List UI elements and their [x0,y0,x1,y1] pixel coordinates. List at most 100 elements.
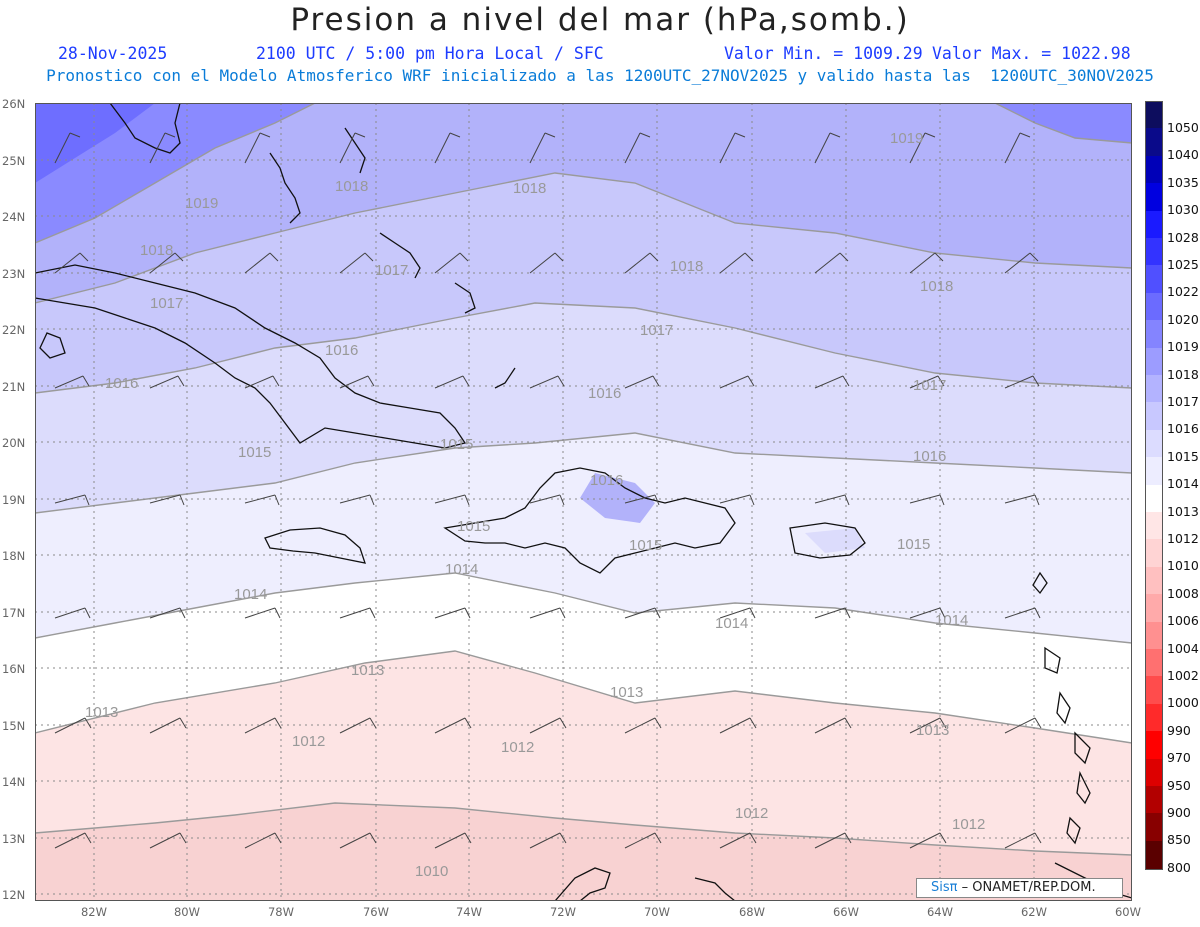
colorbar-label: 1025 [1167,257,1199,272]
lon-label: 78W [267,905,295,919]
colorbar-label: 1020 [1167,311,1199,327]
credit-brand: Sisπ [931,880,958,895]
colorbar-swatch [1145,649,1163,677]
colorbar-label: 990 [1167,722,1191,738]
colorbar-swatch [1145,375,1163,403]
lat-label: 12N [2,888,26,902]
colorbar-label: 1030 [1167,202,1199,218]
colorbar-label: 1015 [1167,448,1199,464]
contour-label: 1015 [238,444,271,461]
colorbar-label: 1035 [1167,174,1199,190]
colorbar-label: 1006 [1167,613,1199,629]
colorbar-swatch [1145,320,1163,349]
colorbar-label: 1010 [1167,558,1199,574]
colorbar-label: 970 [1167,750,1191,766]
lat-label: 24N [2,210,26,224]
colorbar-label: 850 [1167,832,1191,848]
lat-label: 18N [2,549,26,563]
contour-label: 1019 [890,130,923,147]
colorbar-swatch [1145,676,1163,705]
colorbar-label: 1013 [1167,503,1199,519]
contour-label: 1018 [920,278,953,295]
colorbar-label: 1019 [1167,339,1199,355]
contour-label: 1015 [440,436,473,453]
colorbar-label: 950 [1167,777,1191,793]
contour-label: 1016 [105,375,138,392]
forecast-date: 28-Nov-2025 [58,44,168,63]
colorbar-swatch [1145,429,1163,458]
max-value: Valor Max. = 1022.98 [932,44,1131,63]
colorbar-swatch [1145,594,1163,623]
pressure-map: 1019 1019 1018 1018 1018 1018 1018 1017 … [35,103,1132,901]
contour-label: 1015 [457,518,490,535]
lat-label: 25N [2,154,26,168]
wind-barbs [54,132,1042,849]
lat-label: 16N [2,662,26,676]
colorbar-label: 1000 [1167,695,1199,711]
lat-label: 17N [2,606,26,620]
contour-label: 1013 [85,704,118,721]
colorbar-swatch [1145,813,1163,842]
colorbar-swatch [1145,155,1163,184]
coastlines [35,103,1132,901]
contour-label: 1015 [629,537,662,554]
colorbar-label: 1050 [1167,120,1199,135]
colorbar-label: 1012 [1167,531,1199,546]
contour-label: 1019 [185,195,218,212]
lon-label: 74W [455,905,483,919]
colorbar-label: 1040 [1167,147,1199,163]
model-description: Pronostico con el Modelo Atmosferico WRF… [46,66,1154,85]
colorbar-swatch [1145,703,1163,732]
colorbar-swatch [1145,731,1163,760]
contour-label: 1012 [952,816,985,833]
contour-label: 1016 [325,342,358,359]
colorbar-label: 1016 [1167,421,1199,437]
lon-label: 68W [738,905,766,919]
contour-label: 1018 [335,178,368,195]
colorbar-swatch [1145,758,1163,787]
lat-label: 26N [2,97,26,111]
colorbar-swatch [1145,484,1163,513]
colorbar-label: 1028 [1167,229,1199,245]
contour-label: 1016 [590,472,623,489]
lon-label: 80W [173,905,201,919]
contour-label: 1012 [292,733,325,750]
contour-label: 1012 [735,805,768,822]
colorbar-swatch [1145,786,1163,814]
lat-label: 23N [2,267,26,281]
lat-label: 13N [2,832,26,846]
lat-label: 21N [2,380,26,394]
contour-label: 1014 [234,586,267,603]
contour-label: 1014 [445,561,478,578]
contour-label: 1013 [610,684,643,701]
lon-label: 62W [1020,905,1048,919]
lon-label: 82W [80,905,108,919]
colorbar-label: 1014 [1167,476,1199,492]
contour-label: 1010 [415,863,448,880]
colorbar-label: 1018 [1167,366,1199,382]
colorbar-swatch [1145,347,1163,376]
forecast-time: 2100 UTC / 5:00 pm Hora Local / SFC [256,44,604,63]
colorbar-swatch [1145,183,1163,212]
contour-label: 1015 [897,536,930,553]
contour-label: 1017 [640,322,673,339]
colorbar-swatch [1145,457,1163,486]
lon-label: 60W [1114,905,1142,919]
contour-label: 1016 [588,385,621,402]
lon-label: 66W [832,905,860,919]
colorbar-swatch [1145,621,1163,650]
lon-label: 76W [362,905,390,919]
contour-label: 1018 [670,258,703,275]
lat-label: 15N [2,719,26,733]
credit-box: Sisπ – ONAMET/REP.DOM. [916,878,1123,898]
contour-label: 1016 [913,448,946,465]
colorbar-swatch [1145,840,1163,870]
lon-label: 64W [926,905,954,919]
lon-label: 72W [549,905,577,919]
contour-label: 1018 [513,180,546,197]
colorbar-swatch [1145,265,1163,294]
colorbar-label: 1017 [1167,394,1199,409]
contour-label: 1017 [913,377,946,394]
contour-label: 1013 [351,662,384,679]
min-value: Valor Min. = 1009.29 [724,44,923,63]
